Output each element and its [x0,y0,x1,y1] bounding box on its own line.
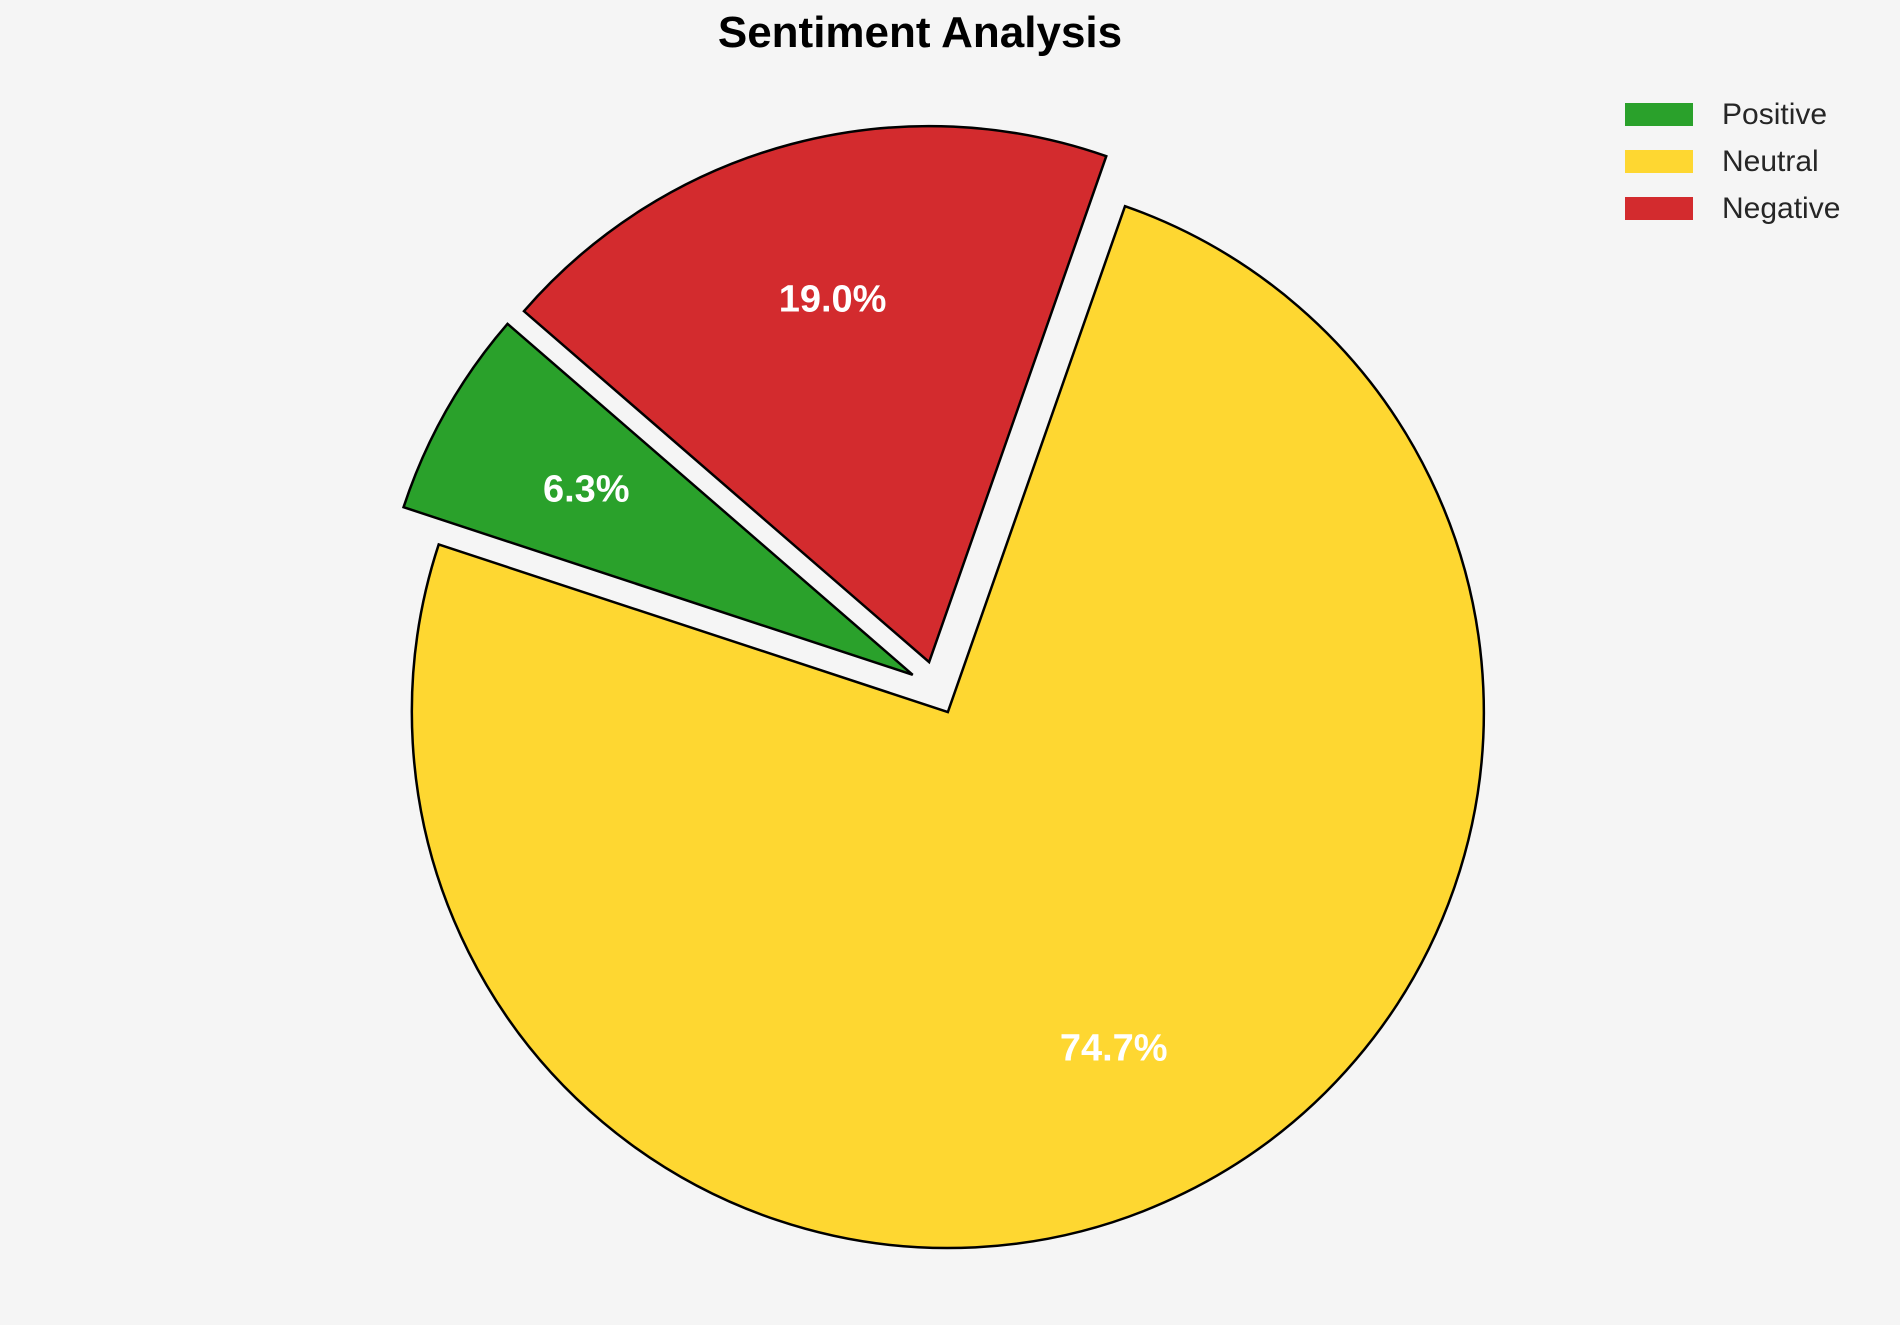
legend-swatch-positive [1625,103,1693,126]
pct-label-positive: 6.3% [543,469,630,511]
pie-slice-positive [401,322,914,676]
legend-swatch-negative [1625,197,1693,220]
pct-label-negative: 19.0% [779,279,887,321]
legend-label-positive: Positive [1722,97,1828,131]
pie-slice-negative [522,124,1108,665]
legend: Positive Neutral Negative [1625,91,1840,232]
legend-label-neutral: Neutral [1722,144,1819,178]
pct-label-neutral: 74.7% [1060,1028,1168,1070]
chart-title: Sentiment Analysis [717,8,1123,57]
pie-slice-neutral [410,204,1486,1250]
legend-label-negative: Negative [1722,191,1841,225]
legend-item-positive: Positive [1625,91,1840,138]
legend-item-negative: Negative [1625,185,1840,232]
legend-item-neutral: Neutral [1625,138,1840,185]
legend-swatch-neutral [1625,150,1693,173]
